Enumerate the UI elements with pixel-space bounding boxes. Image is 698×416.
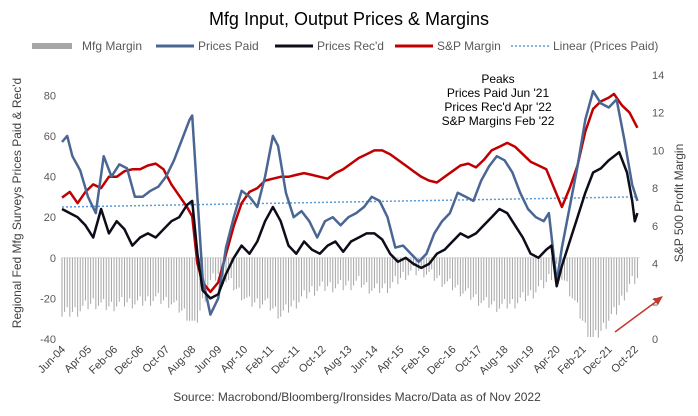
x-tick-label: Dec-21	[581, 344, 615, 378]
legend-item-mfg-margin: Mfg Margin	[32, 39, 142, 53]
series-line-sp-margin	[61, 92, 639, 294]
y-axis-left-title: Regional Fed Mfg Surveys Prices Paid & R…	[10, 78, 24, 328]
x-tick-label: Aug-18	[477, 344, 511, 378]
y-left-tick-label: 20	[44, 212, 56, 224]
y-right-tick-label: 10	[652, 145, 664, 157]
annotation-line-3: Prices Rec'd Apr '22	[444, 100, 552, 114]
x-axis: Jun-04Apr-05Feb-06Dec-06Oct-07Aug-08Jun-…	[36, 344, 641, 378]
x-tick-label: Dec-11	[269, 344, 302, 377]
trend-arrow-head	[653, 296, 663, 305]
trend-arrow	[614, 296, 663, 333]
y-right-tick-label: 6	[652, 221, 658, 233]
series-line-prices-recd	[61, 150, 639, 300]
legend-swatch-mfg-margin	[32, 43, 72, 49]
chart-title: Mfg Input, Output Prices & Margins	[209, 9, 489, 29]
legend-label-sp-margin: S&P Margin	[437, 39, 501, 53]
x-tick-label: Oct-22	[609, 344, 641, 376]
annotation-line-4: S&P Margins Feb '22	[442, 114, 555, 128]
y-right-tick-label: 14	[652, 70, 664, 82]
series-line-prices-paid	[61, 89, 639, 316]
x-tick-label: Jun-04	[36, 344, 68, 376]
y-left-tick-label: -40	[40, 334, 56, 346]
legend-label-mfg-margin: Mfg Margin	[82, 39, 142, 53]
x-tick-label: Dec-16	[425, 344, 459, 378]
y-left-tick-label: -20	[40, 293, 56, 305]
trend-arrow-shaft	[614, 297, 662, 333]
y-right-tick-label: 4	[652, 259, 658, 271]
annotation-line-1: Peaks	[481, 72, 514, 86]
annotation-line-2: Prices Paid Jun '21	[447, 86, 550, 100]
legend-item-linear-prices-paid: Linear (Prices Paid)	[511, 39, 658, 53]
x-tick-label: Jun-09	[192, 344, 224, 376]
y-left-tick-label: 60	[44, 131, 56, 143]
legend-label-linear-prices-paid: Linear (Prices Paid)	[553, 39, 658, 53]
y-left-tick-label: 80	[44, 90, 56, 102]
x-tick-label: Jun-19	[504, 344, 536, 376]
x-tick-label: Aug-08	[165, 344, 199, 378]
legend-label-prices-paid: Prices Paid	[198, 39, 259, 53]
legend-item-prices-recd: Prices Rec'd	[275, 39, 384, 53]
x-tick-label: Dec-06	[113, 344, 147, 378]
y-left-tick-label: 40	[44, 172, 56, 184]
trend-line-prices-paid	[61, 196, 638, 208]
y-right-tick-label: 8	[652, 183, 658, 195]
legend-label-prices-recd: Prices Rec'd	[317, 39, 384, 53]
legend-item-sp-margin: S&P Margin	[395, 39, 501, 53]
legend-item-prices-paid: Prices Paid	[156, 39, 259, 53]
y-right-tick-label: 12	[652, 108, 664, 120]
y-axis-right-title: S&P 500 Profit Margin	[672, 144, 686, 263]
x-tick-label: Jun-14	[348, 344, 380, 376]
plot-area	[61, 89, 640, 338]
y-left-tick-label: 0	[50, 253, 56, 265]
legend: Mfg Margin Prices Paid Prices Rec'd S&P …	[32, 39, 658, 53]
source-note: Source: Macrobond/Bloomberg/Ironsides Ma…	[173, 390, 541, 404]
y-right-tick-label: 0	[652, 334, 658, 346]
y-axis-left: -40 -20 0 20 40 60 80	[40, 90, 56, 346]
x-tick-label: Aug-13	[321, 344, 355, 378]
peaks-annotation: Peaks Prices Paid Jun '21 Prices Rec'd A…	[442, 72, 555, 128]
